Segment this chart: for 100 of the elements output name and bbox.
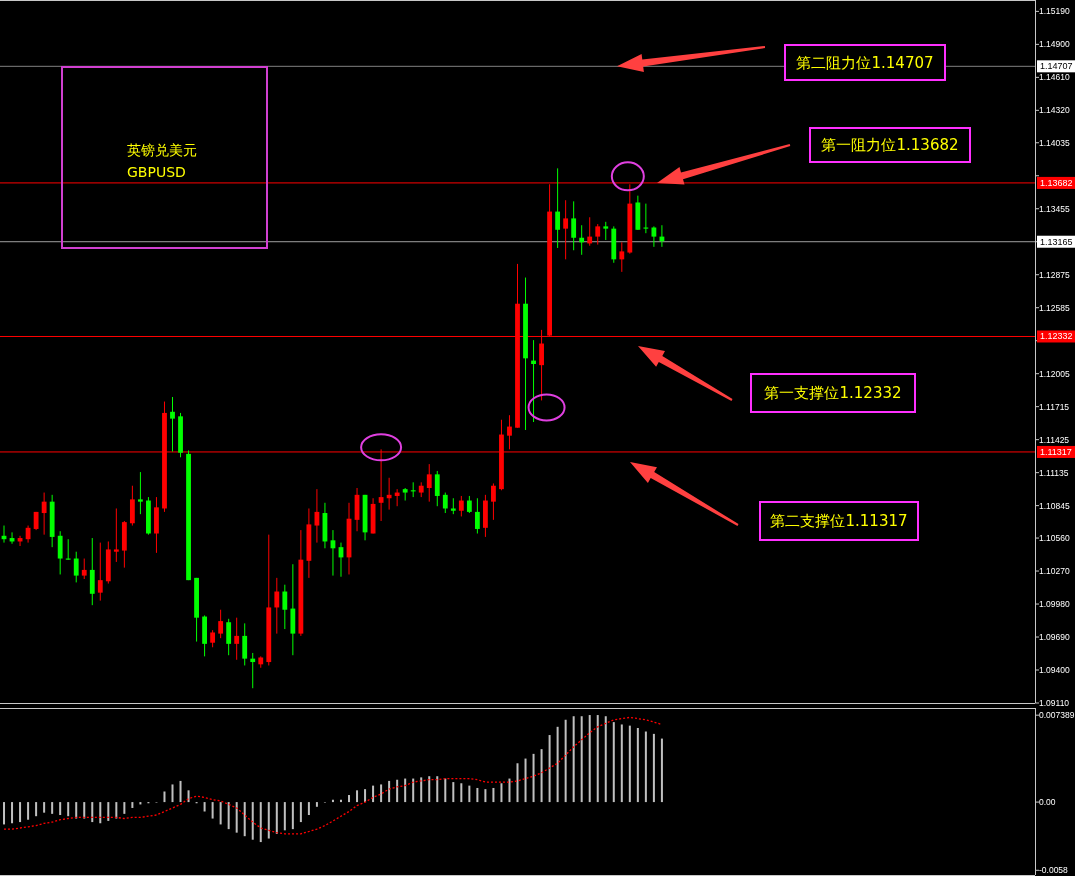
y-tick-label: 1.09980 — [1039, 599, 1070, 610]
bar — [187, 790, 190, 803]
candlestick — [218, 609, 224, 639]
bar — [131, 802, 134, 808]
bar — [364, 789, 367, 803]
bar — [115, 802, 118, 819]
y-tick-label: 1.09690 — [1039, 632, 1070, 643]
bar — [219, 802, 222, 825]
y-tick-label: 1.10270 — [1039, 566, 1070, 577]
candlestick — [242, 622, 248, 666]
bar — [500, 783, 503, 803]
candlestick — [531, 339, 536, 423]
bar — [163, 791, 166, 803]
bar — [179, 780, 182, 803]
bar — [396, 779, 399, 803]
bar — [612, 722, 615, 803]
bar — [171, 784, 174, 803]
candlestick — [507, 414, 512, 450]
bar — [283, 802, 286, 831]
candlestick — [579, 224, 585, 256]
bar — [644, 731, 647, 803]
bar — [524, 758, 527, 803]
bar — [484, 789, 487, 803]
y-tick-label: 1.13455 — [1039, 203, 1070, 214]
bar — [428, 776, 431, 803]
candlestick — [619, 241, 625, 273]
candlestick — [442, 492, 448, 514]
bar — [99, 802, 102, 824]
candlestick — [65, 538, 71, 561]
bar — [27, 802, 30, 820]
candlestick — [41, 492, 47, 536]
bar — [572, 716, 575, 803]
y-tick-label: 1.10560 — [1039, 533, 1070, 544]
candlestick — [129, 485, 135, 527]
bar — [460, 783, 463, 803]
bar — [75, 802, 78, 819]
candlestick — [89, 537, 95, 606]
candlestick — [97, 542, 103, 602]
bar — [628, 725, 631, 803]
candlestick — [113, 507, 119, 563]
candlestick — [410, 481, 416, 498]
bar — [420, 777, 423, 803]
bar — [468, 785, 471, 803]
y-tick-label: 1.09110 — [1039, 698, 1070, 708]
candlestick — [474, 497, 480, 535]
bar — [620, 724, 623, 803]
candlestick — [563, 199, 569, 260]
annotation: 第二阻力位1.14707 — [796, 53, 934, 72]
y-tick-label: 1.14900 — [1039, 39, 1070, 50]
bar — [299, 802, 302, 823]
y-tick-label: 1.12005 — [1039, 368, 1070, 379]
bar — [43, 802, 46, 813]
y-tick-label: -0.0058 — [1039, 865, 1069, 876]
candlestick — [250, 652, 256, 689]
candlestick — [491, 482, 496, 521]
ref-line-label: 1.13682 — [1040, 177, 1073, 188]
candlestick — [595, 223, 601, 246]
bar — [307, 802, 310, 816]
bar — [564, 719, 567, 803]
y-tick-label: 1.15190 — [1039, 6, 1070, 17]
bar — [636, 727, 639, 803]
bar — [35, 802, 38, 817]
candlestick — [587, 216, 593, 247]
candlestick — [651, 225, 657, 248]
bar — [436, 776, 439, 803]
bar — [372, 785, 375, 803]
y-tick-label: 0.00 — [1039, 797, 1056, 808]
bar — [444, 778, 447, 803]
bar — [532, 753, 535, 803]
bar — [476, 787, 479, 803]
y-tick-label: 1.14610 — [1039, 72, 1070, 83]
annotation: 第二支撑位1.11317 — [770, 512, 908, 530]
bar — [604, 716, 607, 803]
bar — [548, 735, 551, 803]
bar — [412, 778, 415, 803]
candlestick — [458, 495, 464, 517]
bar — [388, 780, 391, 803]
y-tick-label: 1.12875 — [1039, 269, 1070, 280]
annotation: 第一支撑位1.12332 — [764, 384, 902, 402]
bar — [3, 802, 6, 825]
bar — [83, 802, 86, 819]
candlestick — [643, 203, 649, 234]
bar — [348, 795, 351, 803]
y-tick-label: 1.11425 — [1039, 434, 1070, 445]
bar — [91, 802, 94, 823]
y-tick-label: 1.11715 — [1039, 401, 1070, 412]
bar — [380, 784, 383, 803]
bar — [19, 802, 22, 823]
candlestick — [57, 530, 63, 575]
ref-line-label: 1.12332 — [1040, 331, 1073, 342]
line-series — [3, 716, 663, 835]
y-tick-label: 0.007389 — [1039, 710, 1075, 721]
ref-line-label: 1.11317 — [1040, 446, 1072, 457]
y-tick-label: 1.10845 — [1039, 500, 1070, 511]
bar — [211, 802, 214, 819]
candlestick — [434, 470, 440, 507]
candlestick — [282, 584, 288, 630]
bar — [652, 733, 655, 803]
annotation: 英镑兑美元 — [127, 142, 197, 158]
candlestick — [73, 551, 79, 583]
